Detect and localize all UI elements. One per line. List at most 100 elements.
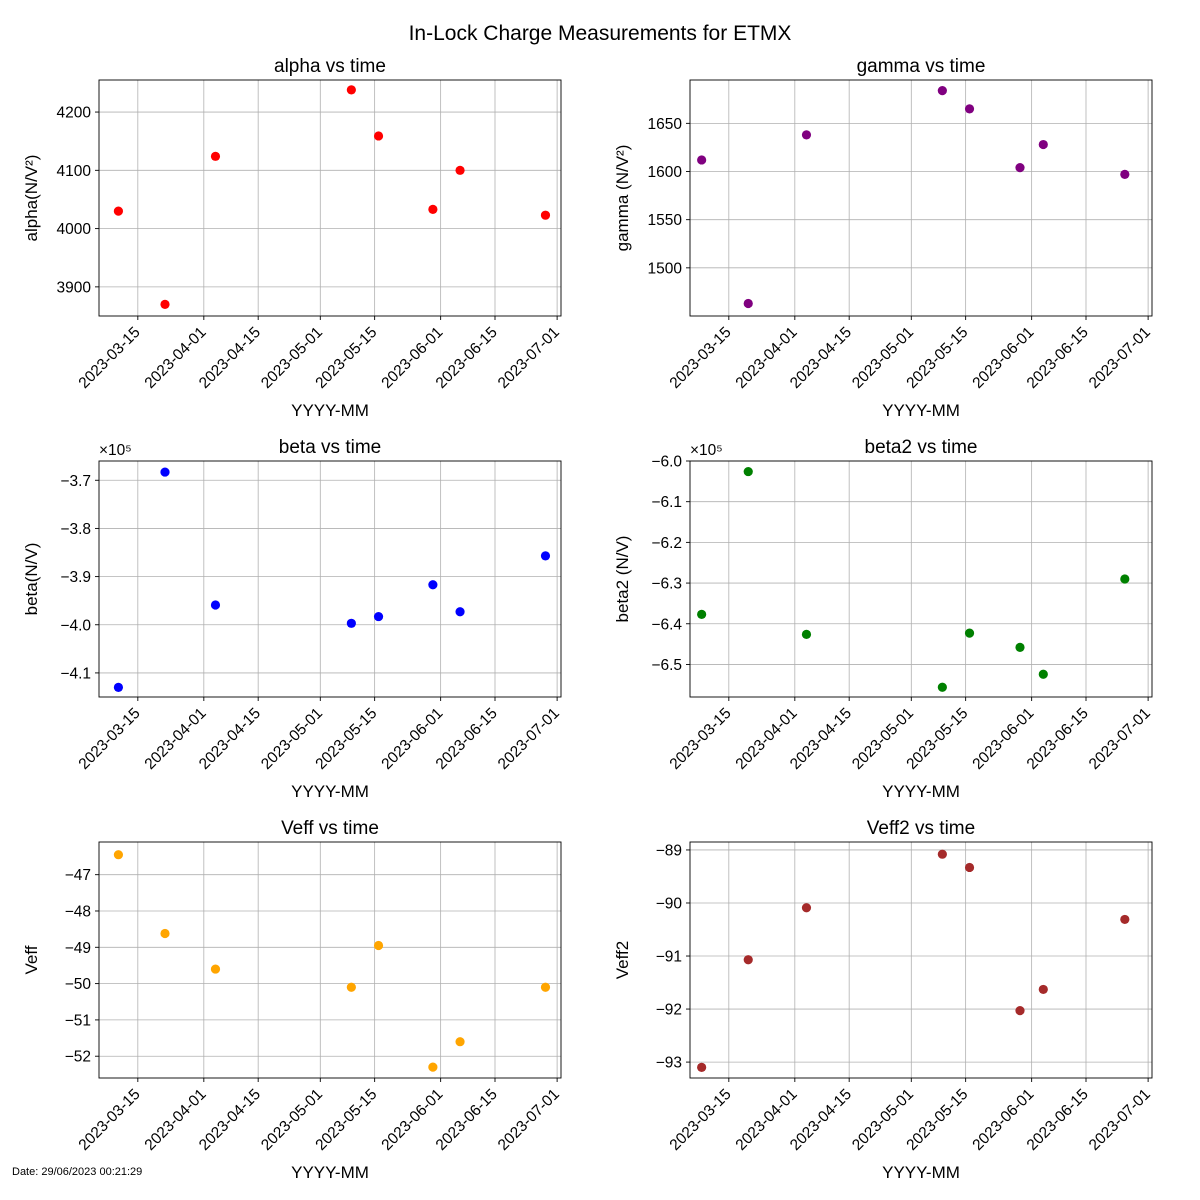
axis-multiplier: ×10⁵ [99, 442, 132, 459]
axis-multiplier: ×10⁵ [690, 442, 723, 459]
plot-frame [689, 841, 1153, 1079]
data-point [346, 618, 356, 628]
data-point [801, 629, 812, 639]
plot-frame [689, 79, 1153, 317]
data-point [346, 85, 356, 95]
data-point [697, 609, 707, 620]
y-tick-label: −3.9 [60, 569, 91, 586]
y-tick-label: −3.8 [60, 521, 91, 538]
y-axis-label: alpha(N/V²) [22, 155, 41, 242]
x-axis-label: YYYY-MM [291, 1163, 369, 1182]
subplot-title: Veff vs time [281, 818, 379, 839]
data-point [743, 298, 753, 309]
data-point [801, 903, 812, 913]
x-axis-label: YYYY-MM [882, 782, 960, 801]
plot-frame [98, 460, 562, 698]
x-axis-label: YYYY-MM [882, 1163, 960, 1182]
y-tick-label: −6.1 [651, 494, 682, 511]
y-tick-label: −48 [65, 903, 91, 920]
subplot-title: gamma vs time [857, 56, 986, 77]
data-point [160, 299, 170, 309]
subplot-title: Veff2 vs time [867, 818, 975, 839]
y-tick-label: 4000 [57, 221, 92, 238]
y-tick-label: 1650 [648, 116, 683, 133]
y-tick-label: −47 [65, 867, 91, 884]
data-point [1038, 669, 1048, 679]
data-point [540, 210, 551, 220]
data-point [1120, 574, 1130, 584]
data-point [113, 682, 124, 692]
data-point [113, 206, 124, 216]
plot-frame [98, 841, 562, 1079]
footer-date: Date: 29/06/2023 00:21:29 [12, 1166, 142, 1178]
y-tick-label: 1550 [648, 212, 683, 229]
subplot-title: beta vs time [279, 437, 381, 458]
y-tick-label: −6.5 [651, 657, 682, 674]
y-tick-label: −92 [656, 1002, 682, 1019]
data-point [1015, 1006, 1025, 1016]
y-tick-label: −6.0 [651, 454, 682, 471]
data-point [697, 155, 707, 165]
data-point [937, 849, 947, 859]
y-axis-label: beta(N/V) [22, 543, 41, 616]
data-point [160, 928, 170, 939]
y-axis-label: Veff [22, 945, 41, 974]
data-point [455, 607, 465, 617]
y-axis-label: beta2 (N/V) [613, 536, 632, 623]
y-tick-label: −89 [656, 842, 682, 859]
data-point [801, 130, 812, 140]
data-point [1015, 163, 1025, 173]
data-point [1120, 169, 1130, 179]
y-tick-label: 4200 [57, 105, 92, 122]
y-tick-label: −51 [65, 1012, 91, 1029]
data-point [210, 964, 221, 974]
y-tick-label: −50 [65, 976, 92, 993]
data-point [373, 131, 384, 141]
data-point [540, 551, 551, 561]
y-tick-label: −6.4 [651, 616, 682, 633]
subplot-title: beta2 vs time [865, 437, 978, 458]
data-point [743, 466, 753, 477]
y-tick-label: 1600 [648, 164, 683, 181]
y-tick-label: −91 [656, 949, 682, 966]
data-point [373, 940, 384, 951]
data-point [743, 955, 753, 965]
y-tick-label: 4100 [57, 163, 92, 180]
subplot-title: alpha vs time [274, 56, 386, 77]
figure-title: In-Lock Charge Measurements for ETMX [409, 22, 792, 45]
y-tick-label: −6.3 [651, 576, 682, 593]
data-point [964, 862, 975, 873]
data-point [455, 165, 465, 175]
data-point [540, 982, 551, 992]
y-axis-label: gamma (N/V²) [613, 145, 632, 252]
y-tick-label: −93 [656, 1055, 682, 1072]
x-axis-label: YYYY-MM [291, 401, 369, 420]
plot-frame [689, 460, 1153, 698]
y-tick-label: −90 [656, 895, 683, 912]
y-tick-label: −4.1 [60, 665, 91, 682]
y-axis-label: Veff2 [613, 941, 632, 979]
data-point [113, 850, 124, 860]
plot-frame [98, 79, 562, 317]
data-point [697, 1062, 707, 1072]
data-point [210, 600, 221, 610]
x-axis-label: YYYY-MM [291, 782, 369, 801]
data-point [964, 628, 975, 638]
data-point [455, 1037, 465, 1047]
y-tick-label: −3.7 [60, 473, 91, 490]
data-point [1038, 984, 1048, 995]
data-point [1038, 139, 1048, 150]
y-tick-label: −49 [65, 940, 91, 957]
data-point [160, 467, 170, 477]
y-tick-label: 3900 [57, 279, 92, 296]
x-axis-label: YYYY-MM [882, 401, 960, 420]
data-point [937, 682, 947, 692]
data-point [1015, 642, 1025, 652]
data-point [1120, 914, 1130, 925]
data-point [428, 1062, 438, 1072]
y-tick-label: −52 [65, 1049, 91, 1066]
data-point [373, 611, 384, 622]
data-point [937, 85, 947, 96]
